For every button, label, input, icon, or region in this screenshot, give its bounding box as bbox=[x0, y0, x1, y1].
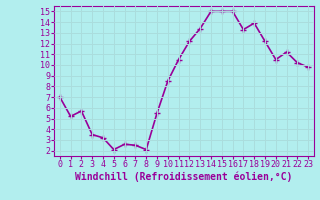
X-axis label: Windchill (Refroidissement éolien,°C): Windchill (Refroidissement éolien,°C) bbox=[75, 172, 293, 182]
